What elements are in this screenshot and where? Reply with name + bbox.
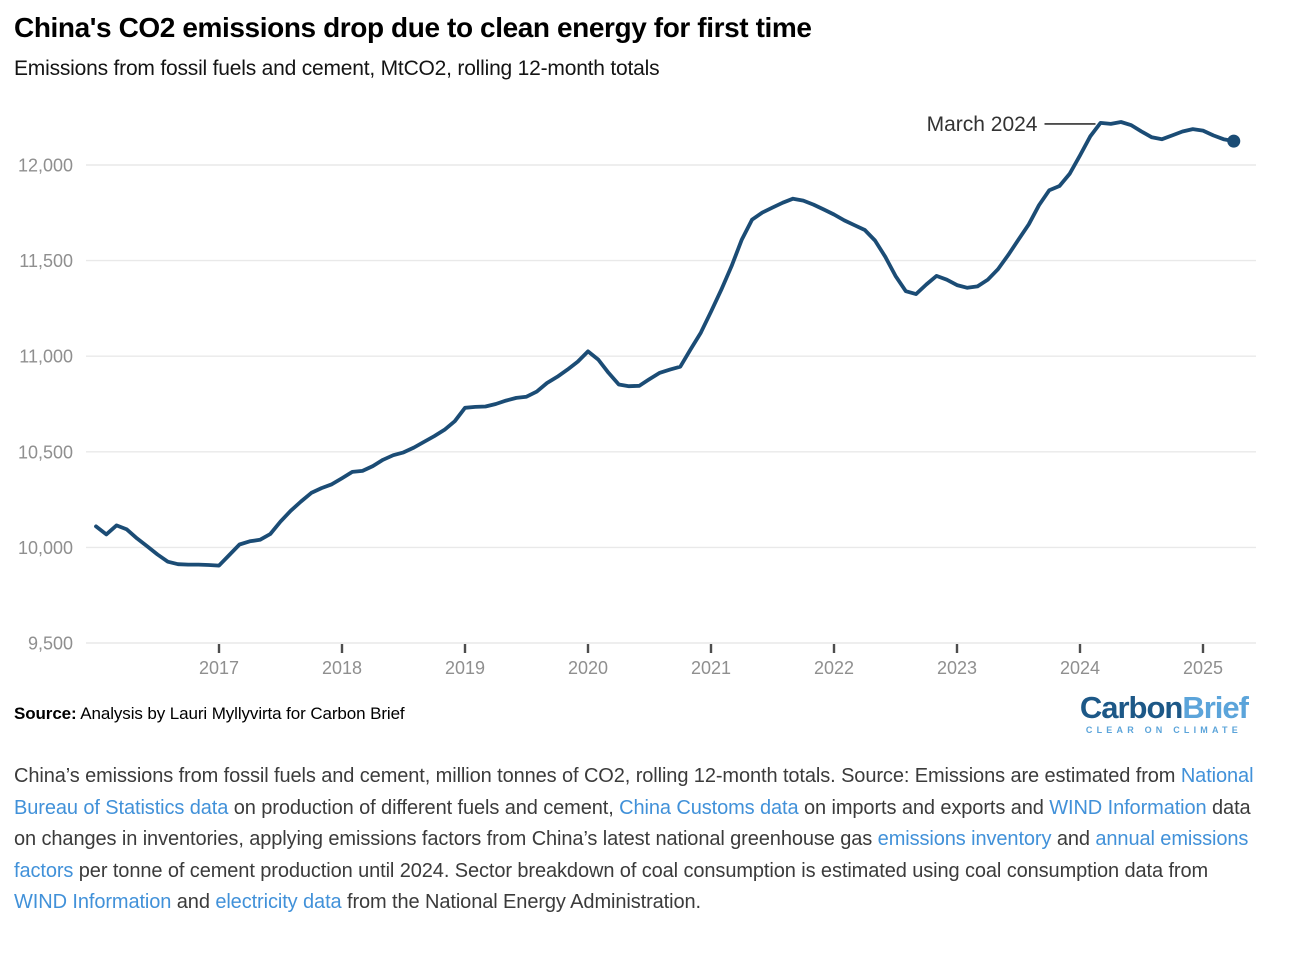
caption-text: China’s emissions from fossil fuels and … — [14, 765, 1181, 787]
caption-text: from the National Energy Administration. — [341, 891, 701, 913]
caption-link[interactable]: annual emissions factors — [14, 828, 1249, 882]
caption-text: per tonne of cement production until 202… — [73, 859, 1209, 882]
caption-paragraph: China’s emissions from fossil fuels and … — [14, 761, 1262, 919]
emissions-series-line — [94, 120, 1236, 568]
caption-text: on production of different fuels and cem… — [228, 796, 620, 819]
caption-text: on imports and exports and — [798, 796, 1050, 819]
page-title: China's CO2 emissions drop due to clean … — [14, 12, 812, 43]
y-axis-tick-label: 10,000 — [18, 538, 73, 558]
x-axis-tick-label: 2019 — [445, 658, 485, 678]
source-text: Analysis by Lauri Myllyvirta for Carbon … — [76, 704, 405, 723]
x-axis-tick-label: 2020 — [568, 658, 608, 678]
source-label: Source: — [14, 704, 77, 723]
caption-link[interactable]: National Bureau of Statistics data — [14, 765, 1254, 819]
caption-text: and — [1051, 828, 1096, 850]
x-axis-tick-label: 2021 — [691, 658, 731, 678]
logo-carbon-text: Carbon — [1079, 690, 1183, 725]
chart-subtitle: Emissions from fossil fuels and cement, … — [14, 57, 660, 80]
annotation-label: March 2024 — [927, 113, 1038, 136]
carbonbrief-logo: CarbonBrief CLEAR ON CLIMATE — [1079, 690, 1249, 736]
x-axis-tick-label: 2022 — [814, 658, 854, 678]
x-axis-tick-label: 2024 — [1060, 658, 1100, 678]
logo-brief-text: Brief — [1182, 690, 1249, 725]
x-axis-tick-label: 2023 — [937, 658, 977, 678]
x-axis-tick-label: 2018 — [322, 658, 362, 678]
caption-text: and — [171, 891, 216, 913]
y-axis-tick-label: 10,500 — [18, 442, 73, 462]
y-axis-tick-label: 12,000 — [18, 156, 73, 176]
emissions-line-chart: 9,500 10,000 10,500 11,000 11,500 12,000 2017 2… — [18, 113, 1256, 678]
caption-link[interactable]: WIND Information — [1049, 796, 1207, 819]
caption-link[interactable]: emissions inventory — [877, 828, 1052, 850]
logo-tagline: CLEAR ON CLIMATE — [1085, 725, 1242, 735]
carbonbrief-wordmark: CarbonBrief — [1079, 690, 1249, 725]
caption-link[interactable]: China Customs data — [619, 796, 799, 819]
x-axis-tick-label: 2017 — [199, 658, 239, 678]
source-line: Source: Analysis by Lauri Myllyvirta for… — [14, 704, 405, 724]
caption-text: data on changes in inventories, applying… — [14, 796, 1251, 851]
y-axis-tick-label: 9,500 — [28, 634, 73, 654]
y-axis-tick-label: 11,500 — [19, 251, 73, 271]
x-axis-tick-label: 2025 — [1183, 658, 1223, 678]
y-axis-tick-label: 11,000 — [19, 347, 73, 367]
last-point-marker — [1227, 134, 1241, 148]
caption-link[interactable]: electricity data — [215, 891, 342, 913]
caption-link[interactable]: WIND Information — [14, 891, 172, 913]
